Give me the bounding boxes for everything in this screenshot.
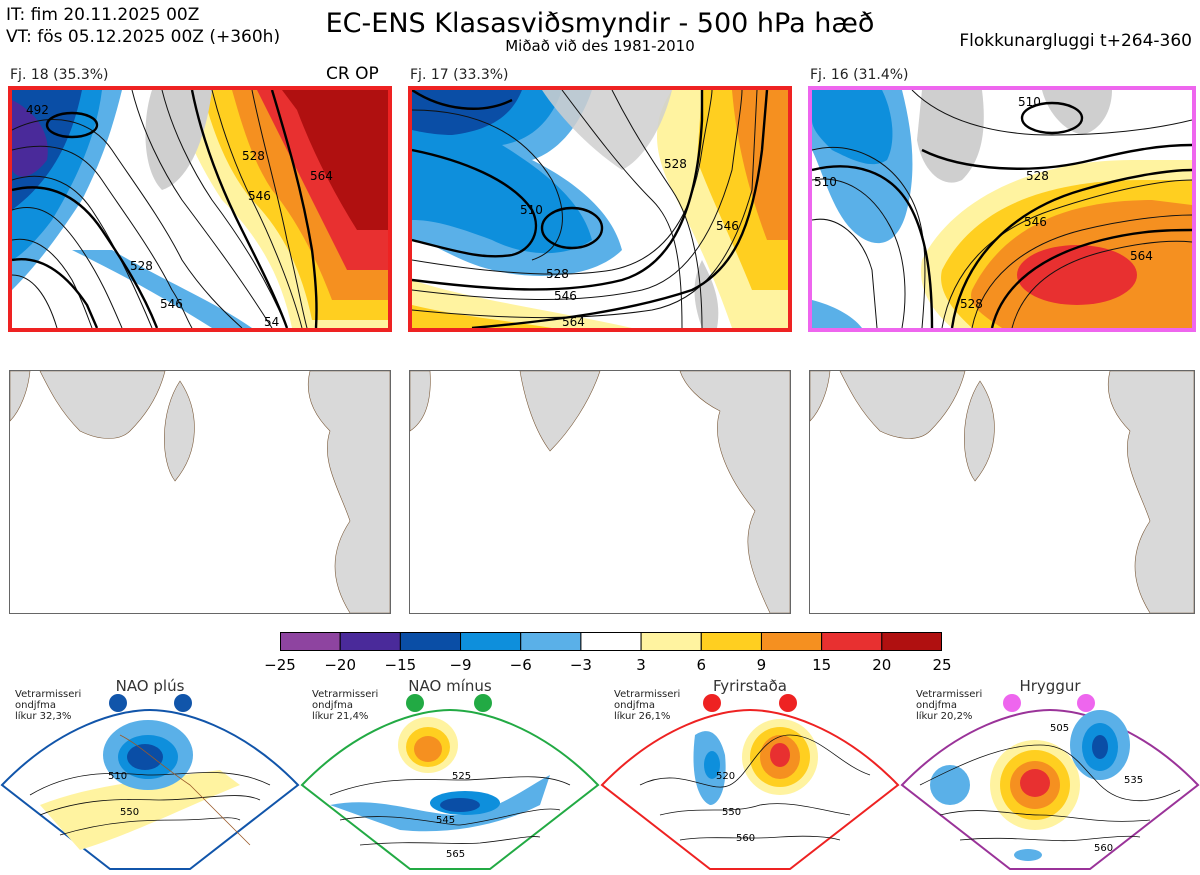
colorbar-tick-label: 9 (756, 656, 767, 674)
colorbar-tick-label: −6 (509, 656, 532, 674)
initial-time: IT: fim 20.11.2025 00Z (6, 5, 200, 25)
c1-contour-label: 546 (248, 189, 271, 203)
cluster-1-tag: CR OP (326, 64, 379, 84)
colorbar-cell (881, 631, 943, 652)
c3-contour-label: 510 (1018, 95, 1041, 109)
regime-1-title: NAO plús (115, 677, 185, 695)
regime-3-title: Fyrirstaða (713, 677, 787, 695)
colorbar-tick-label: −9 (449, 656, 472, 674)
regime-3-contour: 550 (722, 807, 741, 818)
colorbar-tick-label: 3 (636, 656, 646, 674)
regime-2-title: NAO mínus (408, 677, 492, 695)
c3-contour-label: 564 (1130, 249, 1153, 263)
colorbar-cell (640, 631, 702, 652)
c3-contour-label: 528 (1026, 169, 1049, 183)
cluster-3-label: Fj. 16 (31.4%) (810, 67, 909, 83)
c2-contour-label: 510 (520, 203, 543, 217)
colorbar-tick-label: 25 (932, 656, 952, 674)
colorbar-tick-label: 20 (872, 656, 892, 674)
page-subtitle: Miðað við des 1981-2010 (505, 37, 695, 55)
valid-time: VT: fös 05.12.2025 00Z (+360h) (6, 27, 281, 47)
regime-2-info: Vetrarmisseri ondjfma líkur 21,4% (312, 689, 379, 722)
colorbar-cell (279, 631, 341, 652)
colorbar-cell (760, 631, 823, 652)
colorbar-cell (821, 631, 883, 652)
empty-map-3 (809, 370, 1195, 614)
colorbar-tick-label: −15 (384, 656, 417, 674)
colorbar (279, 631, 943, 652)
colorbar-cell (460, 631, 522, 652)
c1-contour-label: 528 (242, 149, 265, 163)
colorbar-cell (399, 631, 462, 652)
regime-blocking: 520 550 560 Fyrirstaða Vetrarmisseri ond… (600, 675, 900, 871)
c3-contour-label: 510 (814, 175, 837, 189)
c2-contour-label: 528 (664, 157, 687, 171)
regime-ridge: 505 535 560 Hryggur Vetrarmisseri ondjfm… (900, 675, 1200, 871)
colorbar-cell (580, 631, 642, 652)
c2-contour-label: 528 (546, 267, 569, 281)
regime-1-contour: 510 (108, 771, 127, 782)
c1-contour-label: 546 (160, 297, 183, 311)
page-title: EC-ENS Klasasviðsmyndir - 500 hPa hæð (325, 8, 875, 39)
cluster-3-map[interactable]: 510 510 528 546 564 528 (808, 86, 1196, 332)
regime-4-contour: 560 (1094, 843, 1113, 854)
c3-contour-label: 546 (1024, 215, 1047, 229)
regime-2-contour: 565 (446, 849, 465, 860)
regime-4-contour: 535 (1124, 775, 1143, 786)
cluster-2-label: Fj. 17 (33.3%) (410, 67, 509, 83)
regime-1-info: Vetrarmisseri ondjfma líkur 32,3% (15, 689, 82, 722)
regime-1-contour: 550 (120, 807, 139, 818)
regime-2-contour: 545 (436, 815, 455, 826)
c1-contour-label: 54 (264, 315, 279, 328)
c2-contour-label: 564 (562, 315, 585, 328)
c1-contour-label: 492 (26, 103, 49, 117)
c1-contour-label: 528 (130, 259, 153, 273)
colorbar-tick-label: −3 (569, 656, 592, 674)
cluster-1-label: Fj. 18 (35.3%) (10, 67, 109, 83)
classification-window: Flokkunargluggi t+264-360 (959, 31, 1192, 51)
c1-contour-label: 564 (310, 169, 333, 183)
colorbar-cell (520, 631, 582, 652)
c3-contour-label: 528 (960, 297, 983, 311)
regime-4-contour: 505 (1050, 723, 1069, 734)
cluster-2-map[interactable]: 510 528 546 564 528 546 (408, 86, 792, 332)
colorbar-tick-label: −25 (264, 656, 296, 674)
regime-nao-minus: 525 545 565 NAO mínus Vetrarmisseri ondj… (300, 675, 600, 871)
colorbar-cell (700, 631, 762, 652)
c2-contour-label: 546 (716, 219, 739, 233)
colorbar-cell (339, 631, 401, 652)
regime-nao-plus: 510 550 NAO plús Vetrarmisseri ondjfma l… (0, 675, 300, 871)
regime-4-info: Vetrarmisseri ondjfma líkur 20,2% (916, 689, 983, 722)
colorbar-tick-label: 6 (696, 656, 707, 674)
colorbar-tick-label: −20 (324, 656, 356, 674)
regime-3-contour: 560 (736, 833, 755, 844)
header-info: IT: fim 20.11.2025 00Z VT: fös 05.12.202… (6, 4, 280, 48)
colorbar-tick-label: 15 (812, 656, 832, 674)
regime-2-contour: 525 (452, 771, 471, 782)
regime-3-info: Vetrarmisseri ondjfma líkur 26,1% (614, 689, 681, 722)
cluster-1-map[interactable]: 492 528 546 528 546 564 54 (8, 86, 392, 332)
regime-3-contour: 520 (716, 771, 735, 782)
empty-map-1 (9, 370, 391, 614)
empty-map-2 (409, 370, 791, 614)
regime-4-title: Hryggur (1019, 677, 1081, 695)
c2-contour-label: 546 (554, 289, 577, 303)
